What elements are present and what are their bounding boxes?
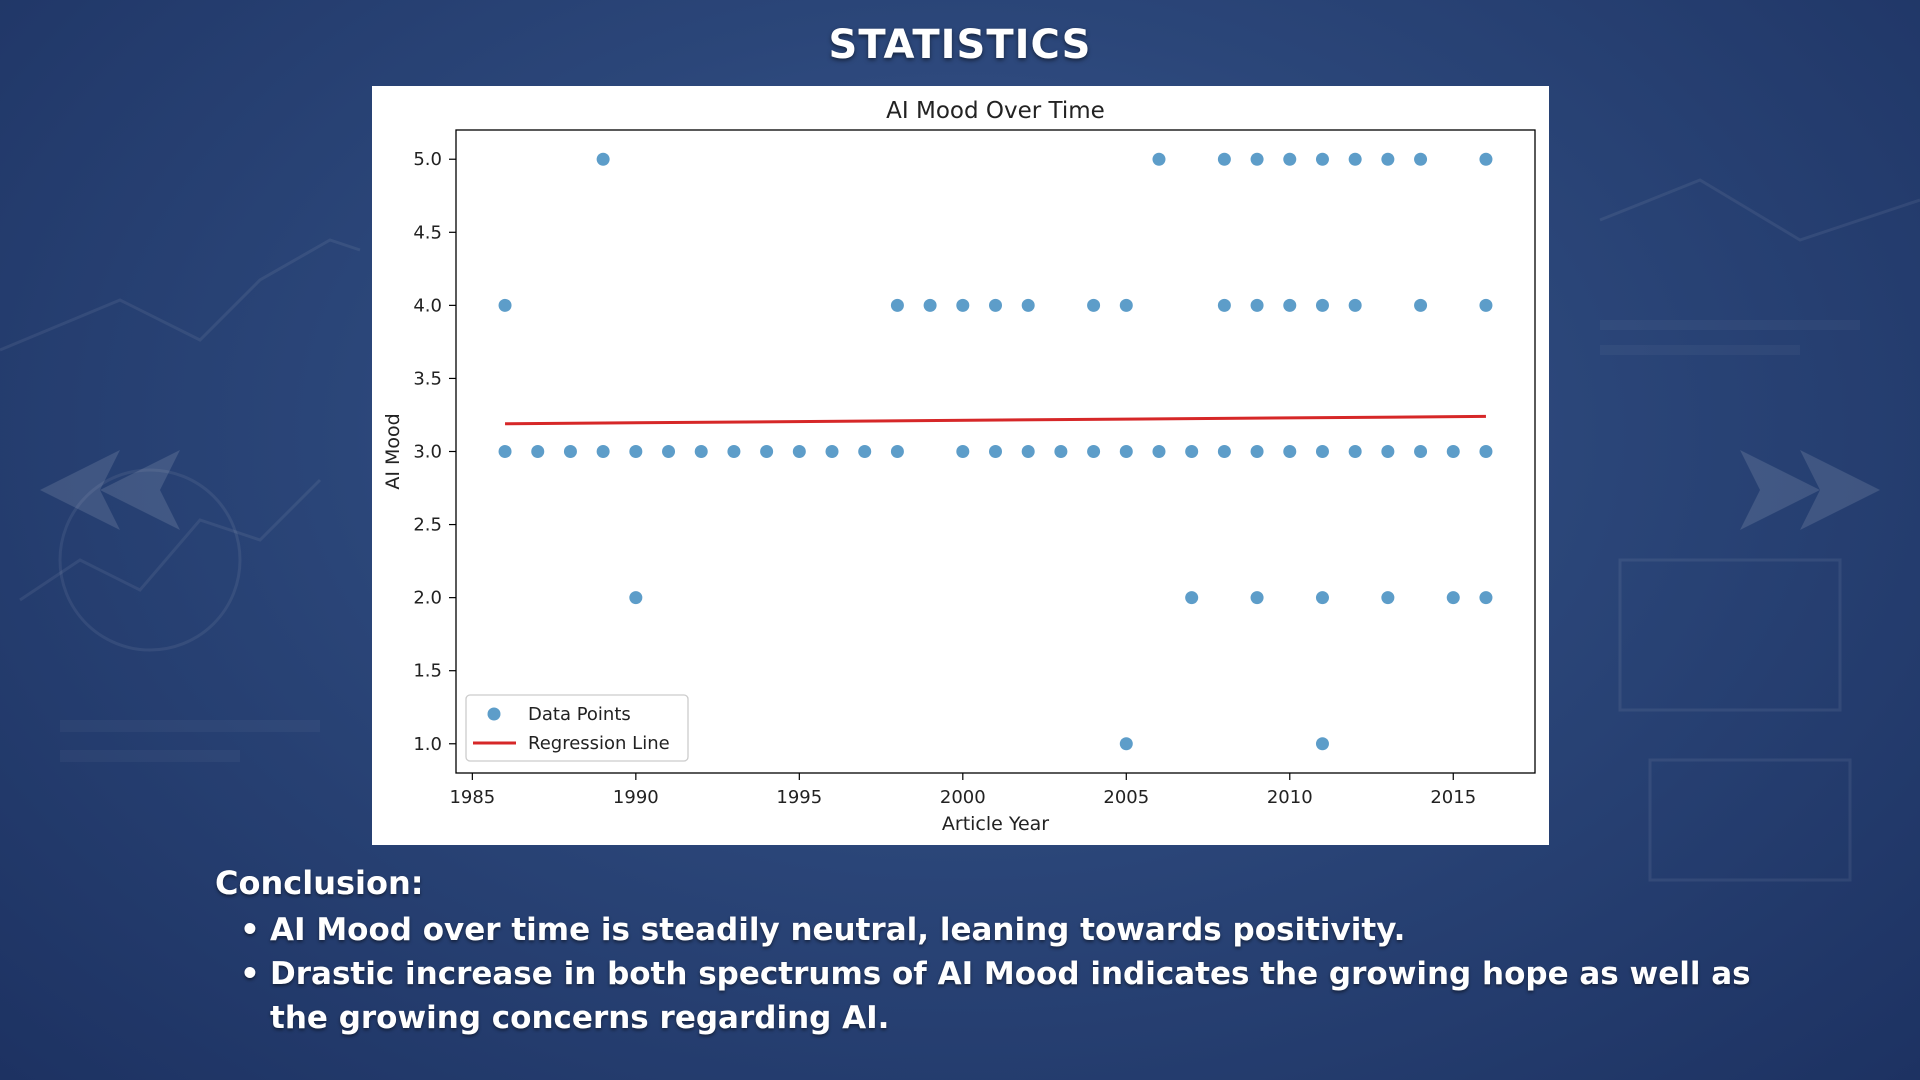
regression-line xyxy=(505,414,1486,426)
data-point xyxy=(1021,298,1035,312)
x-tick-label: 1985 xyxy=(449,787,495,808)
data-point xyxy=(1348,445,1362,458)
data-point xyxy=(498,298,512,312)
data-point xyxy=(890,298,904,312)
data-point xyxy=(1185,445,1199,458)
data-point xyxy=(1315,152,1329,166)
data-point xyxy=(1217,445,1231,458)
data-point xyxy=(1446,445,1460,458)
y-tick-label: 2.0 xyxy=(413,588,442,609)
conclusion-heading: Conclusion: xyxy=(215,864,424,902)
conclusion-bullet-1: AI Mood over time is steadily neutral, l… xyxy=(240,908,1775,952)
y-tick-label: 1.5 xyxy=(413,661,442,682)
y-tick-label: 3.0 xyxy=(413,442,442,463)
data-point xyxy=(1119,445,1133,458)
data-point xyxy=(1283,445,1297,458)
data-point xyxy=(1414,152,1428,166)
data-point xyxy=(890,445,904,458)
data-point xyxy=(596,152,610,166)
chart-title: AI Mood Over Time xyxy=(886,98,1105,124)
x-axis-label: Article Year xyxy=(942,813,1049,835)
data-point xyxy=(956,445,970,458)
data-point xyxy=(694,445,708,458)
data-point xyxy=(1381,591,1395,605)
data-point xyxy=(1021,445,1035,458)
data-point xyxy=(1250,591,1264,605)
data-point xyxy=(1315,445,1329,458)
legend-box xyxy=(465,694,689,762)
x-tick-label: 1995 xyxy=(776,787,822,808)
data-point xyxy=(956,298,970,312)
data-point xyxy=(1315,737,1329,751)
data-point xyxy=(1250,298,1264,312)
legend-label-regression-line: Regression Line xyxy=(528,733,670,754)
data-point xyxy=(1119,298,1133,312)
data-point xyxy=(1119,737,1133,751)
data-point xyxy=(989,298,1002,312)
y-tick-label: 3.5 xyxy=(413,368,442,389)
data-point xyxy=(1446,591,1460,605)
data-point xyxy=(1217,152,1231,166)
data-point xyxy=(629,591,643,605)
data-point xyxy=(531,445,545,458)
x-tick-label: 2010 xyxy=(1267,787,1313,808)
data-point xyxy=(1185,591,1199,605)
data-point xyxy=(760,445,774,458)
y-tick-label: 4.0 xyxy=(413,295,442,316)
data-point xyxy=(1250,152,1264,166)
data-point xyxy=(1381,445,1395,458)
data-point xyxy=(1087,298,1101,312)
data-point xyxy=(1152,445,1166,458)
data-point xyxy=(662,445,676,458)
data-point xyxy=(1479,298,1493,312)
data-point xyxy=(923,298,937,312)
data-point xyxy=(1283,298,1297,312)
x-tick-label: 2005 xyxy=(1103,787,1149,808)
data-point xyxy=(629,445,643,458)
data-point xyxy=(1414,298,1428,312)
data-point xyxy=(1414,445,1428,458)
legend-marker-data-points xyxy=(487,707,501,721)
data-point xyxy=(1250,445,1264,458)
page-title: STATISTICS xyxy=(828,22,1092,68)
data-point xyxy=(1348,298,1362,312)
conclusion-section: Conclusion: AI Mood over time is steadil… xyxy=(215,864,1775,1040)
data-point xyxy=(1479,152,1493,166)
conclusion-bullet-2: Drastic increase in both spectrums of AI… xyxy=(240,952,1775,1040)
data-point xyxy=(1315,591,1329,605)
chart-panel: AI Mood Over Time 1985 1990 1995 2000 2005 201… xyxy=(372,86,1549,845)
data-point xyxy=(1283,152,1297,166)
data-point xyxy=(858,445,872,458)
data-point xyxy=(563,445,577,458)
data-point xyxy=(1479,445,1493,458)
y-axis-label: AI Mood xyxy=(382,413,404,489)
data-point xyxy=(1315,298,1329,312)
y-tick-label: 5.0 xyxy=(413,149,442,170)
data-point xyxy=(498,445,512,458)
y-tick-label: 4.5 xyxy=(413,222,442,243)
x-tick-label: 2000 xyxy=(940,787,986,808)
data-point xyxy=(1054,445,1068,458)
x-tick-label: 2015 xyxy=(1430,787,1476,808)
data-point xyxy=(727,445,741,458)
conclusion-list: AI Mood over time is steadily neutral, l… xyxy=(215,908,1775,1040)
data-point xyxy=(596,445,610,458)
data-point xyxy=(1087,445,1101,458)
x-tick-label: 1990 xyxy=(613,787,659,808)
legend-label-data-points: Data Points xyxy=(528,704,631,725)
data-point xyxy=(792,445,806,458)
data-point xyxy=(989,445,1002,458)
data-point xyxy=(1152,152,1166,166)
data-point xyxy=(825,445,839,458)
data-point xyxy=(1348,152,1362,166)
scatter-chart: AI Mood Over Time 1985 1990 1995 2000 2005 201… xyxy=(382,98,1536,835)
data-point xyxy=(1217,298,1231,312)
data-point xyxy=(1381,152,1395,166)
y-tick-label: 2.5 xyxy=(413,515,442,536)
data-point xyxy=(1479,591,1493,605)
y-tick-label: 1.0 xyxy=(413,734,442,755)
